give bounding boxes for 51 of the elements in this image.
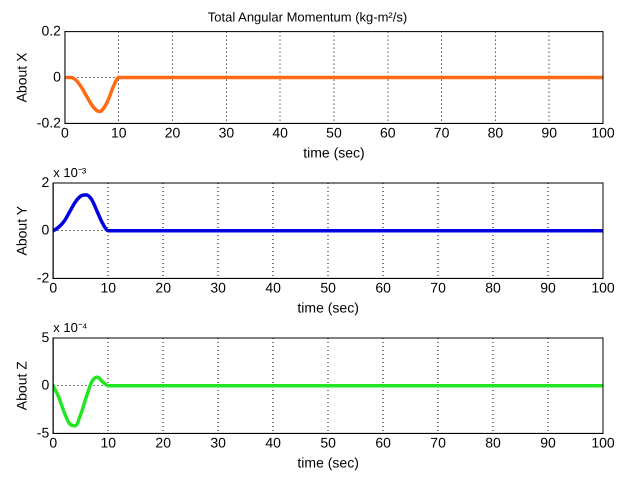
x-axis-title: time (sec) [303, 144, 365, 160]
x-tick-label: 100 [591, 124, 615, 141]
x-tick-label: 50 [320, 434, 336, 451]
line-series [64, 76, 603, 114]
x-tick-label: 20 [155, 280, 172, 296]
chart-title: Total Angular Momentum (kg-m²/s) [208, 9, 408, 24]
y-tick-label: 0 [41, 222, 50, 238]
x-tick-label: 10 [100, 434, 116, 451]
x-tick-label: 80 [488, 124, 504, 141]
y-tick-label: 5 [41, 328, 50, 345]
x-tick-label: 50 [326, 124, 342, 141]
x-tick-label: 100 [591, 434, 615, 451]
y-tick-label: 0.2 [41, 22, 62, 38]
x-tick-label: 80 [485, 280, 502, 296]
x-axis-title: time (sec) [297, 454, 359, 470]
x-tick-label: 90 [540, 280, 556, 296]
y-tick-label: 0 [53, 68, 62, 84]
y-axis-title: About X [13, 52, 30, 102]
y-axis-title: About Y [13, 205, 30, 256]
x-tick-label: 20 [155, 434, 172, 451]
x-tick-label: 80 [485, 434, 502, 451]
text: x 10⁻⁴ [53, 320, 88, 336]
x-tick-label: 60 [375, 434, 392, 451]
y-tick-label: 0 [41, 376, 50, 393]
x-tick-label: 60 [375, 280, 392, 296]
x-tick-label: 90 [540, 434, 556, 451]
x-tick-label: 10 [110, 124, 127, 141]
x-tick-label: 40 [272, 124, 288, 141]
x-tick-label: 20 [164, 124, 181, 141]
x-tick-label: 90 [541, 124, 558, 141]
x-tick-label: 50 [320, 280, 336, 296]
y-tick-label: -0.2 [36, 114, 62, 130]
x-tick-label: 60 [380, 124, 396, 141]
x-tick-label: 40 [265, 280, 282, 296]
x-tick-label: 100 [591, 280, 615, 296]
y-tick-label: -5 [36, 424, 50, 440]
x-tick-label: 30 [218, 124, 234, 141]
y-axis-title: About Z [13, 360, 30, 410]
x-tick-label: 70 [430, 434, 446, 451]
x-tick-label: 70 [430, 280, 446, 296]
y-tick-label: 2 [41, 174, 50, 190]
x-axis-title: time (sec) [297, 299, 359, 316]
y-tick-label: -2 [36, 269, 50, 286]
text: x 10⁻³ [53, 165, 87, 180]
x-tick-label: 40 [265, 434, 282, 451]
x-tick-label: 70 [434, 124, 450, 141]
x-tick-label: 30 [210, 280, 226, 296]
line-series [53, 375, 603, 428]
line-series [53, 193, 603, 232]
x-tick-label: 30 [210, 434, 226, 451]
x-tick-label: 10 [100, 280, 116, 296]
